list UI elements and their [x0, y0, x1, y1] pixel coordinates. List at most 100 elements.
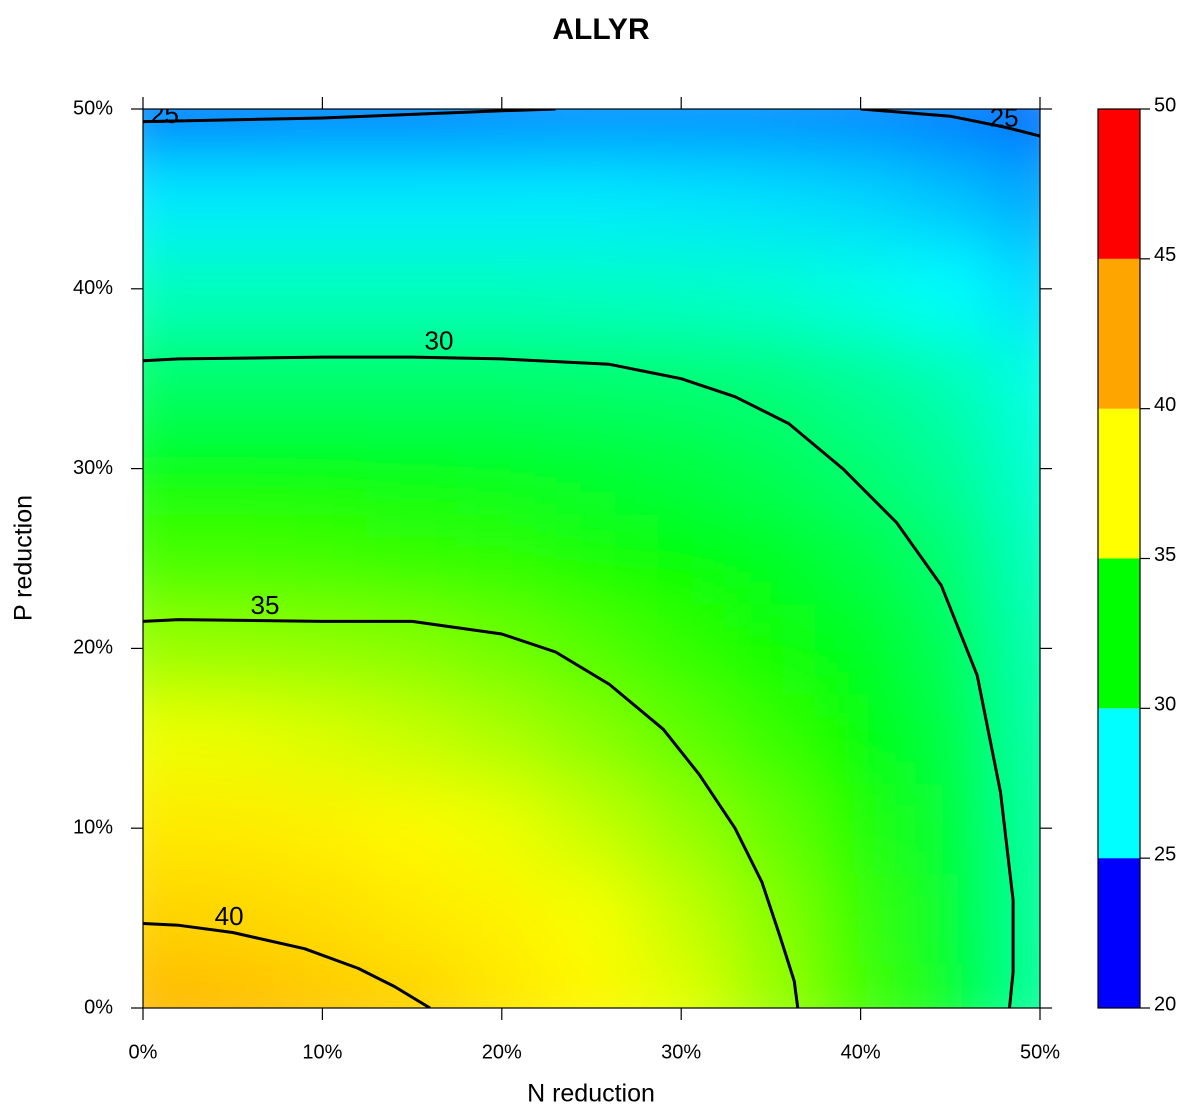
heat-cell — [366, 242, 458, 335]
colorbar-tick-label: 50 — [1154, 94, 1176, 116]
heat-cell — [366, 782, 458, 875]
heat-cell — [725, 242, 817, 335]
x-tick-label: 50% — [1020, 1041, 1060, 1063]
heat-cell — [143, 782, 189, 875]
heat-map — [143, 109, 1040, 1008]
heat-cell — [635, 962, 728, 1008]
heat-cell — [455, 782, 548, 875]
heat-cell — [186, 962, 279, 1008]
heat-cell — [725, 422, 817, 515]
heat-cell — [904, 782, 997, 875]
heat-cell — [186, 602, 279, 695]
heat-cell — [994, 152, 1040, 245]
heat-cell — [904, 602, 997, 695]
heat-cell — [814, 422, 907, 515]
heat-cell — [994, 872, 1040, 965]
contour-label: 25 — [150, 99, 179, 129]
heat-cell — [635, 242, 728, 335]
heat-cell — [455, 109, 548, 155]
colorbar-band — [1098, 558, 1140, 709]
contour-line — [143, 355, 1015, 1008]
x-axis-label: N reduction — [527, 1080, 655, 1108]
contour-label: 25 — [990, 103, 1019, 133]
heat-cell — [366, 962, 458, 1008]
heat-cell — [545, 962, 638, 1008]
x-tick-label: 30% — [661, 1041, 701, 1063]
colorbar-tick-label: 25 — [1154, 843, 1176, 865]
heat-cell — [276, 872, 369, 965]
colorbar-band — [1098, 258, 1140, 409]
heat-cell — [725, 692, 817, 785]
heat-cell — [994, 332, 1040, 425]
heat-cell — [143, 332, 189, 425]
heat-cell — [545, 782, 638, 875]
heat-cell — [904, 332, 997, 425]
heat-cell — [366, 602, 458, 695]
heat-cell — [276, 692, 369, 785]
heat-cell — [186, 152, 279, 245]
heat-cell — [545, 872, 638, 965]
heat-cell — [814, 109, 907, 155]
heat-cell — [455, 962, 548, 1008]
colorbar-tick-label: 20 — [1154, 993, 1176, 1015]
x-tick-label: 20% — [482, 1041, 522, 1063]
heat-cell — [904, 422, 997, 515]
contour-line — [143, 618, 800, 1008]
heat-cell — [545, 512, 638, 605]
heat-clip — [143, 109, 1040, 1008]
heat-cell — [635, 872, 728, 965]
y-tick-label: 20% — [73, 637, 113, 659]
colorbar-band — [1098, 109, 1140, 259]
heat-cell — [904, 242, 997, 335]
heat-cell — [143, 109, 189, 155]
heat-cell — [276, 332, 369, 425]
heat-cell — [143, 152, 189, 245]
heat-cell — [814, 962, 907, 1008]
y-axis-label: P reduction — [10, 495, 38, 621]
heat-cell — [904, 692, 997, 785]
heat-cell — [366, 152, 458, 245]
heat-cell — [635, 422, 728, 515]
heat-cell — [725, 152, 817, 245]
heat-cell — [545, 602, 638, 695]
heat-cell — [904, 512, 997, 605]
heat-cell — [545, 242, 638, 335]
contour-layer: 40 35 30 25 25 — [143, 99, 1040, 1008]
colorbar-tick-label: 35 — [1154, 544, 1176, 566]
heat-cell — [635, 602, 728, 695]
heat-cell — [455, 602, 548, 695]
heat-cell — [814, 782, 907, 875]
heat-cell — [994, 109, 1040, 155]
heat-cell — [276, 422, 369, 515]
colorbar-band — [1098, 408, 1140, 559]
heat-cell — [994, 422, 1040, 515]
heat-cell — [635, 152, 728, 245]
x-tick-label: 10% — [302, 1041, 342, 1063]
heat-cell — [545, 332, 638, 425]
y-tick-label: 50% — [73, 97, 113, 119]
contour-line — [143, 922, 431, 1008]
heat-cell — [186, 332, 279, 425]
heat-cell — [725, 512, 817, 605]
colorbar-band — [1098, 708, 1140, 859]
heat-cell — [455, 152, 548, 245]
heat-cell — [545, 109, 638, 155]
y-tick-label: 0% — [84, 996, 113, 1018]
heat-cell — [545, 422, 638, 515]
heat-cell — [186, 109, 279, 155]
heat-cell — [366, 872, 458, 965]
heat-cell — [143, 602, 189, 695]
heat-cell — [186, 422, 279, 515]
contour-label: 40 — [215, 901, 244, 931]
contour-line — [143, 109, 1040, 138]
colorbar-band — [1098, 858, 1140, 1008]
heat-cell — [814, 512, 907, 605]
heat-cell — [366, 692, 458, 785]
heat-cell — [455, 872, 548, 965]
chart-title: ALLYR — [552, 13, 650, 46]
heat-cell — [904, 962, 997, 1008]
heat-cell — [276, 602, 369, 695]
heat-cell — [814, 332, 907, 425]
contour-label: 35 — [251, 590, 280, 620]
